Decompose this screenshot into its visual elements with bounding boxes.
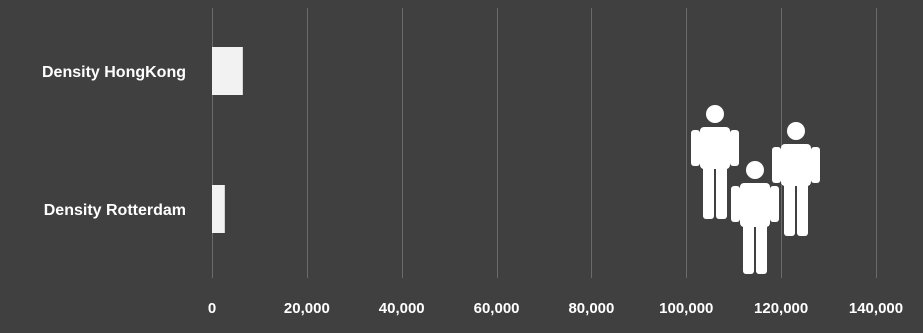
people-group-icon [691, 105, 820, 274]
category-labels: Density HongKong Density Rotterdam [42, 64, 186, 219]
bars [212, 47, 243, 233]
bar [212, 185, 225, 233]
x-tick-label: 140,000 [849, 300, 903, 317]
person-icon [691, 105, 739, 219]
gridlines [212, 8, 877, 278]
x-tick-label: 40,000 [379, 300, 425, 317]
person-icon [772, 122, 820, 236]
x-tick-label: 20,000 [284, 300, 330, 317]
category-label: Density Rotterdam [44, 202, 186, 219]
bar [212, 47, 243, 95]
x-tick-label: 100,000 [659, 300, 713, 317]
x-tick-labels: 0 20,000 40,000 60,000 80,000 100,000 120,000 1… [208, 300, 903, 317]
x-tick-label: 60,000 [474, 300, 520, 317]
person-icon [731, 161, 779, 274]
category-label: Density HongKong [42, 64, 186, 81]
x-tick-label: 120,000 [754, 300, 808, 317]
x-tick-label: 0 [208, 300, 216, 317]
x-tick-label: 80,000 [568, 300, 614, 317]
